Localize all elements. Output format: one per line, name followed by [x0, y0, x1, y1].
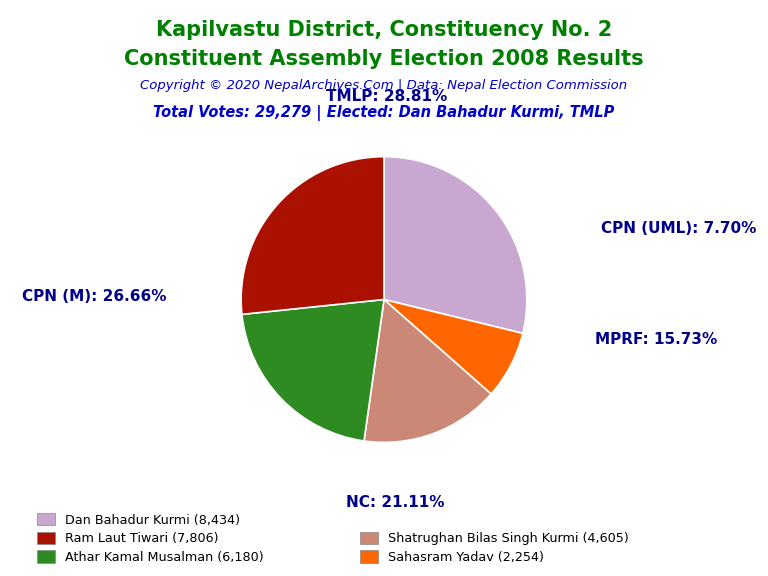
Text: MPRF: 15.73%: MPRF: 15.73% — [595, 332, 717, 347]
Text: NC: 21.11%: NC: 21.11% — [346, 495, 445, 510]
Wedge shape — [242, 300, 384, 441]
Text: TMLP: 28.81%: TMLP: 28.81% — [326, 89, 448, 104]
Text: CPN (UML): 7.70%: CPN (UML): 7.70% — [601, 221, 756, 236]
Text: CPN (M): 26.66%: CPN (M): 26.66% — [22, 289, 167, 304]
Wedge shape — [384, 157, 527, 334]
Wedge shape — [241, 157, 384, 314]
Wedge shape — [364, 300, 491, 442]
Legend: Shatrughan Bilas Singh Kurmi (4,605), Sahasram Yadav (2,254): Shatrughan Bilas Singh Kurmi (4,605), Sa… — [359, 532, 628, 564]
Text: Constituent Assembly Election 2008 Results: Constituent Assembly Election 2008 Resul… — [124, 49, 644, 69]
Text: Kapilvastu District, Constituency No. 2: Kapilvastu District, Constituency No. 2 — [156, 20, 612, 40]
Wedge shape — [384, 300, 523, 394]
Text: Copyright © 2020 NepalArchives.Com | Data: Nepal Election Commission: Copyright © 2020 NepalArchives.Com | Dat… — [141, 79, 627, 93]
Legend: Dan Bahadur Kurmi (8,434), Ram Laut Tiwari (7,806), Athar Kamal Musalman (6,180): Dan Bahadur Kurmi (8,434), Ram Laut Tiwa… — [37, 513, 264, 564]
Text: Total Votes: 29,279 | Elected: Dan Bahadur Kurmi, TMLP: Total Votes: 29,279 | Elected: Dan Bahad… — [154, 105, 614, 121]
